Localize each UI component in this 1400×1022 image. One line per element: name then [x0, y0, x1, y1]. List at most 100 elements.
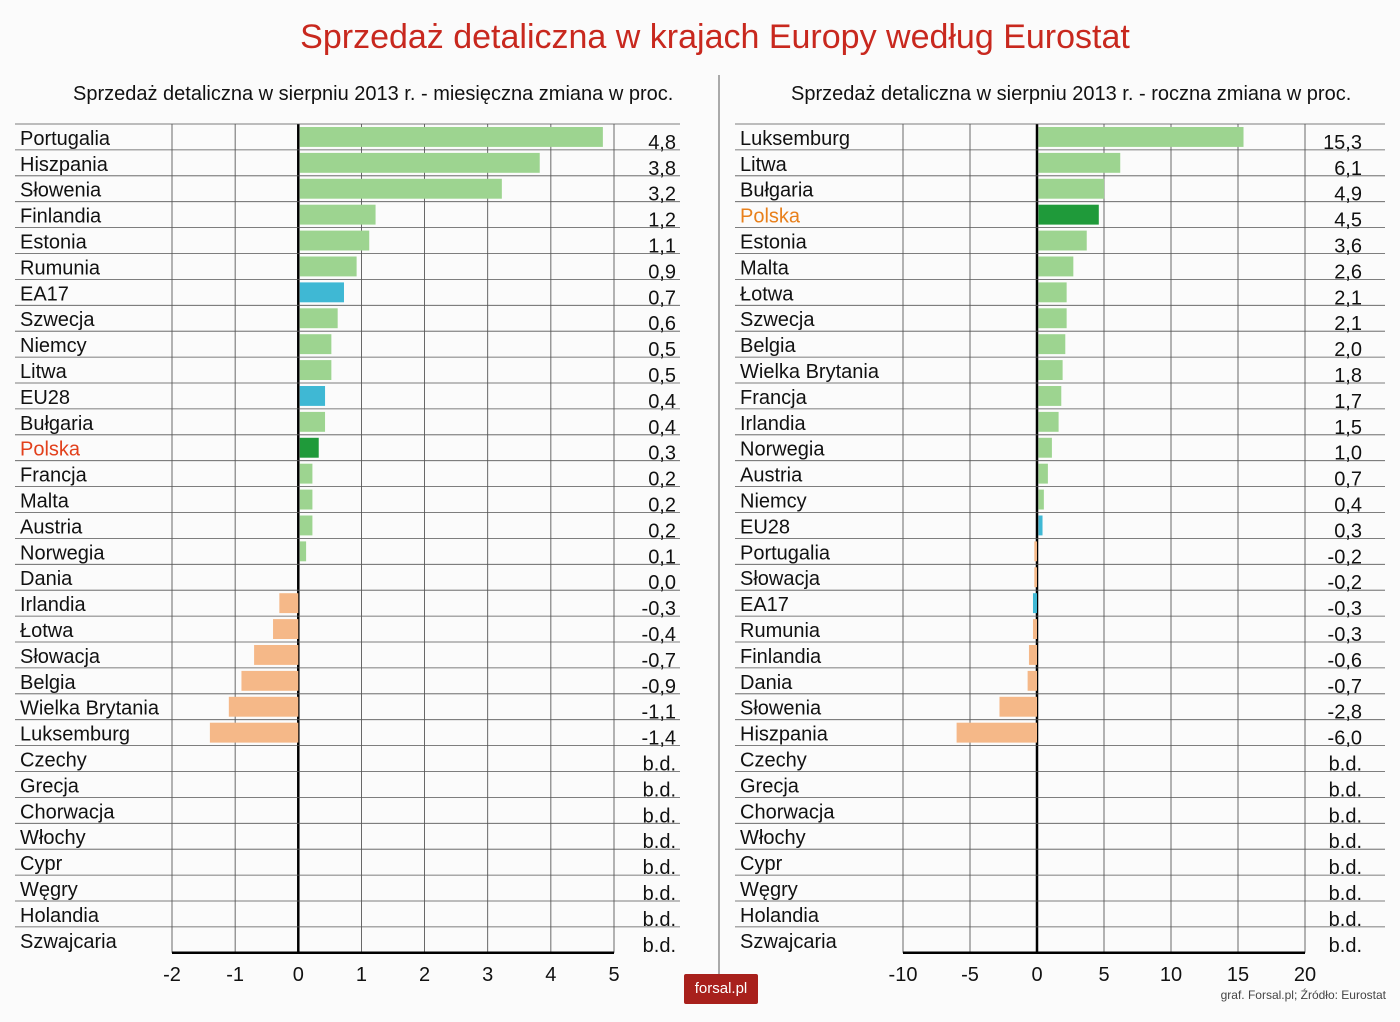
- bar-słowenia: [999, 696, 1037, 717]
- value-label: 4,8: [648, 132, 676, 154]
- value-label: 0,4: [648, 391, 676, 413]
- bar-norwegia: [299, 541, 307, 562]
- category-label: Rumunia: [20, 257, 101, 279]
- category-label: Irlandia: [740, 413, 806, 435]
- category-label: Luksemburg: [20, 724, 130, 746]
- category-label: Cypr: [20, 853, 63, 875]
- value-label: b.d.: [1329, 935, 1362, 957]
- bar-litwa: [299, 360, 332, 380]
- bar-polska: [299, 437, 319, 458]
- category-label: Słowenia: [20, 180, 102, 202]
- category-label: Finlandia: [20, 206, 102, 228]
- category-label: Bułgaria: [20, 413, 94, 435]
- value-label: b.d.: [643, 935, 676, 957]
- value-label: -2,8: [1328, 702, 1362, 724]
- value-label: b.d.: [1329, 883, 1362, 905]
- category-label: Niemcy: [740, 491, 807, 513]
- value-label: 1,1: [648, 236, 676, 258]
- x-tick-label: -2: [163, 964, 181, 986]
- category-label: Węgry: [20, 879, 78, 901]
- bar-luksemburg: [1038, 127, 1244, 147]
- value-label: 4,9: [1334, 184, 1362, 206]
- value-label: 0,2: [648, 495, 676, 517]
- bar-słowenia: [299, 178, 502, 199]
- category-label: Holandia: [740, 905, 820, 927]
- bar-ea17: [299, 282, 344, 303]
- x-tick-label: -10: [889, 964, 918, 986]
- x-tick-label: 20: [1294, 964, 1316, 986]
- category-label: Portugalia: [740, 542, 831, 564]
- category-label: Litwa: [20, 361, 68, 383]
- bar-norwegia: [1038, 437, 1052, 458]
- bar-litwa: [1038, 152, 1121, 173]
- value-label: 0,3: [648, 443, 676, 465]
- category-label: Norwegia: [20, 542, 105, 564]
- bar-niemcy: [299, 334, 332, 355]
- category-label: Malta: [20, 491, 70, 513]
- category-label: EU28: [740, 516, 790, 538]
- x-tick-label: -5: [961, 964, 979, 986]
- bar-hiszpania: [956, 722, 1037, 743]
- value-label: 2,0: [1334, 339, 1362, 361]
- category-label: Hiszpania: [740, 724, 829, 746]
- value-label: 15,3: [1323, 132, 1362, 154]
- value-label: b.d.: [643, 831, 676, 853]
- bar-ea17: [1032, 593, 1037, 614]
- value-label: b.d.: [1329, 909, 1362, 931]
- category-label: Szwajcaria: [740, 931, 838, 953]
- category-label: EA17: [740, 594, 789, 616]
- category-label: Belgia: [20, 672, 76, 694]
- category-label: Francja: [740, 387, 808, 409]
- right-chart-title: Sprzedaż detaliczna w sierpniu 2013 r. -…: [791, 83, 1352, 105]
- value-label: b.d.: [1329, 805, 1362, 827]
- category-label: Austria: [740, 465, 803, 487]
- value-label: b.d.: [1329, 831, 1362, 853]
- value-label: b.d.: [1329, 857, 1362, 879]
- x-tick-label: 0: [293, 964, 304, 986]
- value-label: b.d.: [643, 779, 676, 801]
- value-label: 0,5: [648, 365, 676, 387]
- forsal-logo[interactable]: forsal.pl: [684, 974, 758, 1004]
- bar-niemcy: [1038, 489, 1044, 510]
- category-label: Wielka Brytania: [20, 698, 160, 720]
- value-label: 4,5: [1334, 210, 1362, 232]
- bar-polska: [1038, 204, 1099, 225]
- value-label: -6,0: [1328, 728, 1362, 750]
- bar-bułgaria: [1038, 178, 1105, 199]
- category-label: Szwecja: [740, 309, 815, 331]
- bar-irlandia: [1038, 411, 1059, 432]
- category-label: Grecja: [20, 775, 80, 797]
- value-label: 0,4: [648, 417, 676, 439]
- category-label: Dania: [740, 672, 793, 694]
- category-label: Litwa: [740, 154, 788, 176]
- value-label: 6,1: [1334, 158, 1362, 180]
- category-label: Szwecja: [20, 309, 95, 331]
- source-note: graf. Forsal.pl; Źródło: Eurostat: [1220, 988, 1386, 1002]
- bar-rumunia: [1032, 619, 1037, 639]
- bar-belgia: [241, 670, 299, 691]
- value-label: -0,3: [642, 598, 676, 620]
- category-label: Cypr: [740, 853, 783, 875]
- bar-wielka-brytania: [228, 696, 299, 717]
- x-tick-label: -1: [226, 964, 244, 986]
- value-label: 3,2: [648, 184, 676, 206]
- value-label: 0,5: [648, 339, 676, 361]
- value-label: 1,0: [1334, 443, 1362, 465]
- bar-malta: [1038, 256, 1074, 277]
- category-label: Chorwacja: [20, 801, 115, 823]
- bar-estonia: [299, 230, 370, 251]
- bar-wielka-brytania: [1038, 360, 1063, 380]
- category-label: Węgry: [740, 879, 798, 901]
- value-label: -0,7: [1328, 676, 1362, 698]
- category-label: Łotwa: [20, 620, 74, 642]
- bar-słowacja: [254, 645, 299, 665]
- x-tick-label: 5: [608, 964, 619, 986]
- value-label: 0,1: [648, 546, 676, 568]
- category-label: Włochy: [740, 827, 806, 849]
- bar-francja: [299, 463, 313, 484]
- category-label: Estonia: [20, 232, 88, 254]
- value-label: b.d.: [1329, 779, 1362, 801]
- x-tick-label: 0: [1031, 964, 1042, 986]
- bar-eu28: [1038, 515, 1043, 536]
